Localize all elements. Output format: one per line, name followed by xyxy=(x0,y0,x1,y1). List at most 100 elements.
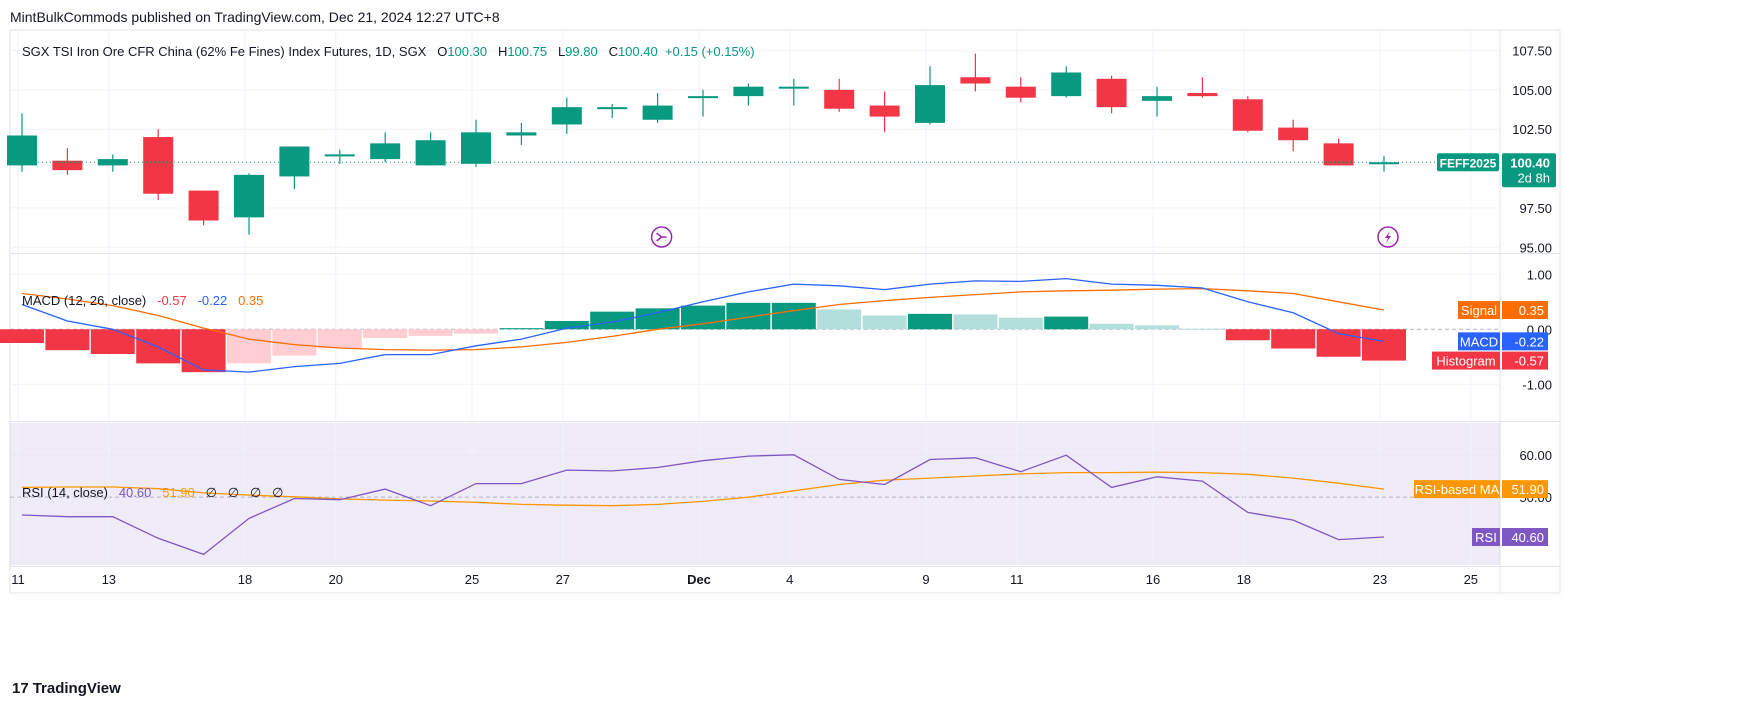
rsi-value: 40.60 xyxy=(118,485,152,500)
candle-body xyxy=(597,107,628,110)
time-tick-label: 9 xyxy=(922,572,929,587)
candle-body xyxy=(52,160,83,171)
rsi-empty-2: ∅ xyxy=(227,485,240,500)
symbol-tag: FEFF2025 xyxy=(1440,156,1497,170)
time-tick-label: 20 xyxy=(329,572,343,587)
macd-histogram-bar xyxy=(544,321,589,330)
tag-name-box xyxy=(1458,332,1500,351)
macd-histogram-bar xyxy=(1225,329,1270,341)
publisher-line: MintBulkCommods published on TradingView… xyxy=(10,9,500,25)
candle-body xyxy=(324,154,355,157)
close-label: C xyxy=(608,44,618,59)
time-tick-label: 18 xyxy=(1237,572,1251,587)
price-tick-label: 95.00 xyxy=(1519,240,1552,255)
candle-body xyxy=(7,135,37,166)
candle-body xyxy=(1142,96,1172,101)
candle-body xyxy=(869,105,900,117)
price-tick-label: 107.50 xyxy=(1512,43,1552,58)
rsi-empty-4: ∅ xyxy=(272,485,284,500)
tag-value-box xyxy=(1502,351,1548,370)
tag-name-box xyxy=(1414,480,1500,499)
time-tick-label: 4 xyxy=(786,572,793,587)
macd-histogram-bar xyxy=(998,317,1043,330)
tag-value-box xyxy=(1502,332,1548,351)
candle-body xyxy=(1051,72,1082,97)
candle-body xyxy=(551,107,582,125)
symbol-tag-box xyxy=(1437,153,1499,172)
high-label: H xyxy=(497,44,508,59)
candle-body xyxy=(1005,86,1036,98)
time-tick-label: 11 xyxy=(1010,572,1024,587)
macd-histogram-bar xyxy=(908,313,952,330)
open-label: O xyxy=(437,44,448,59)
macd-histogram-bar xyxy=(953,314,998,330)
candle-body xyxy=(1187,92,1218,97)
macd-histogram-bar xyxy=(1044,316,1089,330)
tag-value-box xyxy=(1502,301,1548,319)
candle-body xyxy=(1232,99,1263,131)
tag-value: -0.57 xyxy=(1514,354,1544,369)
event-glyph xyxy=(656,232,667,242)
macd-histogram-bar xyxy=(817,309,862,330)
macd-histogram-bar xyxy=(681,305,725,330)
candle-body xyxy=(778,86,809,89)
macd-tick-label: 1.00 xyxy=(1527,267,1552,282)
time-tick-label: 16 xyxy=(1146,572,1160,587)
time-tick-label: 18 xyxy=(238,572,252,587)
countdown-label: 2d 8h xyxy=(1517,170,1550,185)
candle-body xyxy=(279,146,310,177)
time-tick-label: 25 xyxy=(1464,572,1478,587)
event-glyph xyxy=(1385,231,1391,243)
candle-body xyxy=(461,132,491,164)
candle-body xyxy=(188,190,219,221)
price-tick-label: 105.00 xyxy=(1512,83,1552,98)
macd-histogram-bar xyxy=(90,329,135,354)
time-tick-label: 23 xyxy=(1373,572,1387,587)
macd-histogram-bar xyxy=(1271,329,1316,349)
candle-body xyxy=(642,105,673,120)
candle-body xyxy=(733,86,764,97)
macd-histogram-bar xyxy=(590,311,635,330)
macd-histogram-bar xyxy=(771,302,816,330)
low-value: 99.80 xyxy=(565,44,598,59)
macd-histogram-bar xyxy=(454,329,498,334)
time-tick-label: 27 xyxy=(556,572,570,587)
macd-histogram-bar xyxy=(1180,328,1225,330)
lightning-icon[interactable] xyxy=(1377,226,1399,248)
rsi-line xyxy=(21,454,1385,556)
split-arrow-icon[interactable] xyxy=(650,226,673,248)
tag-name: MACD xyxy=(1460,334,1498,349)
tag-name: Signal xyxy=(1461,303,1497,318)
tag-name: RSI-based MA xyxy=(1415,482,1500,497)
rsi-empty-1: ∅ xyxy=(205,485,217,500)
rsi-empty-3: ∅ xyxy=(249,485,262,500)
macd-title: MACD (12, 26, close) xyxy=(22,293,147,308)
macd-histogram-bar xyxy=(181,329,226,373)
symbol-title: SGX TSI Iron Ore CFR China (62% Fe Fines… xyxy=(22,44,427,59)
macd-histogram-bar xyxy=(0,329,44,343)
change-value: +0.15 (+0.15%) xyxy=(664,44,755,59)
macd-histogram-bar xyxy=(499,328,544,330)
candle-body xyxy=(960,77,991,84)
time-tick-label: Dec xyxy=(687,572,711,587)
candle-body xyxy=(506,132,537,136)
macd-hist-value: -0.57 xyxy=(157,293,187,308)
candle-body xyxy=(143,137,174,194)
macd-histogram-bar xyxy=(1135,325,1179,330)
tag-name-box xyxy=(1458,301,1500,319)
tv-mark-icon: 17 xyxy=(12,680,29,697)
price-tick-label: 102.50 xyxy=(1512,122,1552,137)
close-value: 100.40 xyxy=(617,44,658,59)
chart-frame xyxy=(9,29,1561,594)
candle-body xyxy=(824,89,855,109)
macd-histogram-bar xyxy=(726,302,771,330)
tag-name: Histogram xyxy=(1436,354,1495,369)
high-value: 100.75 xyxy=(507,44,548,59)
tag-name-box xyxy=(1432,351,1500,370)
time-tick-label: 11 xyxy=(11,572,25,587)
tag-name-box xyxy=(1472,528,1500,547)
open-value: 100.30 xyxy=(447,44,488,59)
macd-line-value: -0.22 xyxy=(197,293,228,308)
tradingview-logo[interactable]: 17 TradingView xyxy=(12,680,121,697)
